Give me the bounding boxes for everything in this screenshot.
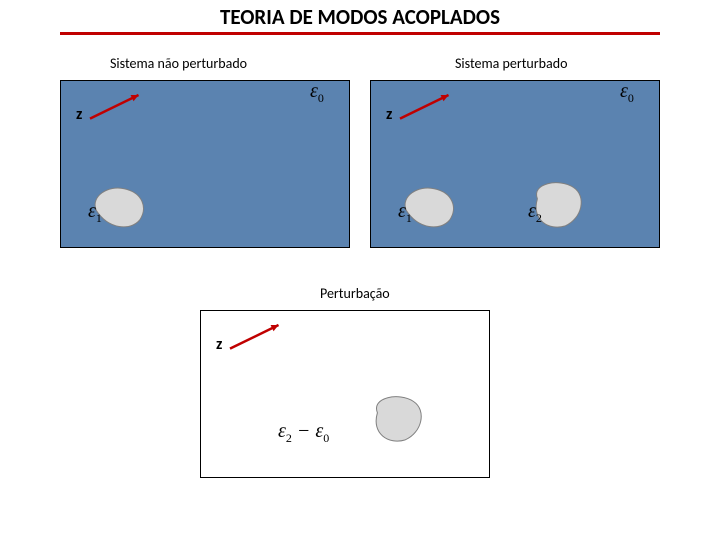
page-title: TEORIA DE MODOS ACOPLADOS <box>60 4 660 30</box>
label-eps1-panel2: ε1 <box>398 200 412 226</box>
title-block: TEORIA DE MODOS ACOPLADOS <box>60 4 660 35</box>
label-eps1-panel1: ε1 <box>88 200 102 226</box>
subtitle-perturbed: Sistema perturbado <box>455 55 567 72</box>
label-delta-eps: ε2 − ε0 <box>278 420 329 446</box>
subtitle-perturbation: Perturbação <box>320 285 390 302</box>
z-axis-arrow-2 <box>392 87 457 127</box>
z-axis-arrow-3 <box>222 317 287 357</box>
title-underline <box>60 32 660 35</box>
label-eps2-panel2: ε2 <box>528 200 542 226</box>
label-eps0-panel2: ε0 <box>620 80 634 106</box>
blob-delta-eps-panel3 <box>365 392 427 444</box>
subtitle-unperturbed: Sistema não perturbado <box>110 55 247 72</box>
label-eps0-panel1: ε0 <box>310 80 324 106</box>
z-axis-arrow-1 <box>82 87 147 127</box>
